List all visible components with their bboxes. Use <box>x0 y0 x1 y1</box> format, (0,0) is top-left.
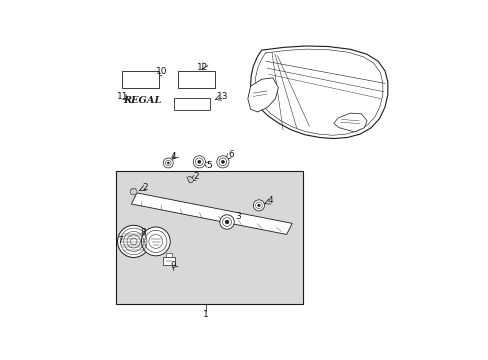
Circle shape <box>163 158 173 168</box>
Text: REGAL: REGAL <box>123 95 162 104</box>
Text: 1: 1 <box>203 310 209 319</box>
Polygon shape <box>333 113 366 132</box>
Circle shape <box>117 225 149 257</box>
Text: 12: 12 <box>197 63 208 72</box>
Text: 13: 13 <box>216 93 227 102</box>
Bar <box>163 257 175 265</box>
Text: 3: 3 <box>235 212 241 221</box>
Circle shape <box>167 162 169 164</box>
Text: 2: 2 <box>193 172 199 181</box>
FancyBboxPatch shape <box>122 71 159 89</box>
Text: 9: 9 <box>170 261 176 270</box>
Text: 2: 2 <box>142 183 147 192</box>
Circle shape <box>197 160 201 163</box>
FancyBboxPatch shape <box>173 98 210 110</box>
Circle shape <box>193 156 205 168</box>
Text: CXL: CXL <box>187 75 205 84</box>
Text: 5: 5 <box>206 161 211 170</box>
Text: 4: 4 <box>170 152 176 161</box>
Circle shape <box>253 200 264 211</box>
Text: FLEXFUEL: FLEXFUEL <box>177 101 206 106</box>
Text: 11: 11 <box>117 92 128 101</box>
Circle shape <box>216 156 228 168</box>
Text: 8: 8 <box>140 228 145 237</box>
Circle shape <box>257 204 260 207</box>
Polygon shape <box>186 176 193 183</box>
FancyBboxPatch shape <box>178 71 215 89</box>
Text: 4: 4 <box>267 196 273 205</box>
Polygon shape <box>250 46 387 139</box>
Circle shape <box>221 160 224 163</box>
Polygon shape <box>247 78 278 112</box>
Text: 7: 7 <box>117 236 123 245</box>
Bar <box>116 171 303 304</box>
Polygon shape <box>130 189 137 195</box>
Polygon shape <box>131 193 292 234</box>
Bar <box>165 253 172 257</box>
Text: BUICK: BUICK <box>128 77 151 82</box>
Circle shape <box>141 227 170 256</box>
Text: 6: 6 <box>228 150 234 158</box>
Circle shape <box>220 215 234 229</box>
Circle shape <box>224 220 228 224</box>
Text: 10: 10 <box>156 67 167 76</box>
